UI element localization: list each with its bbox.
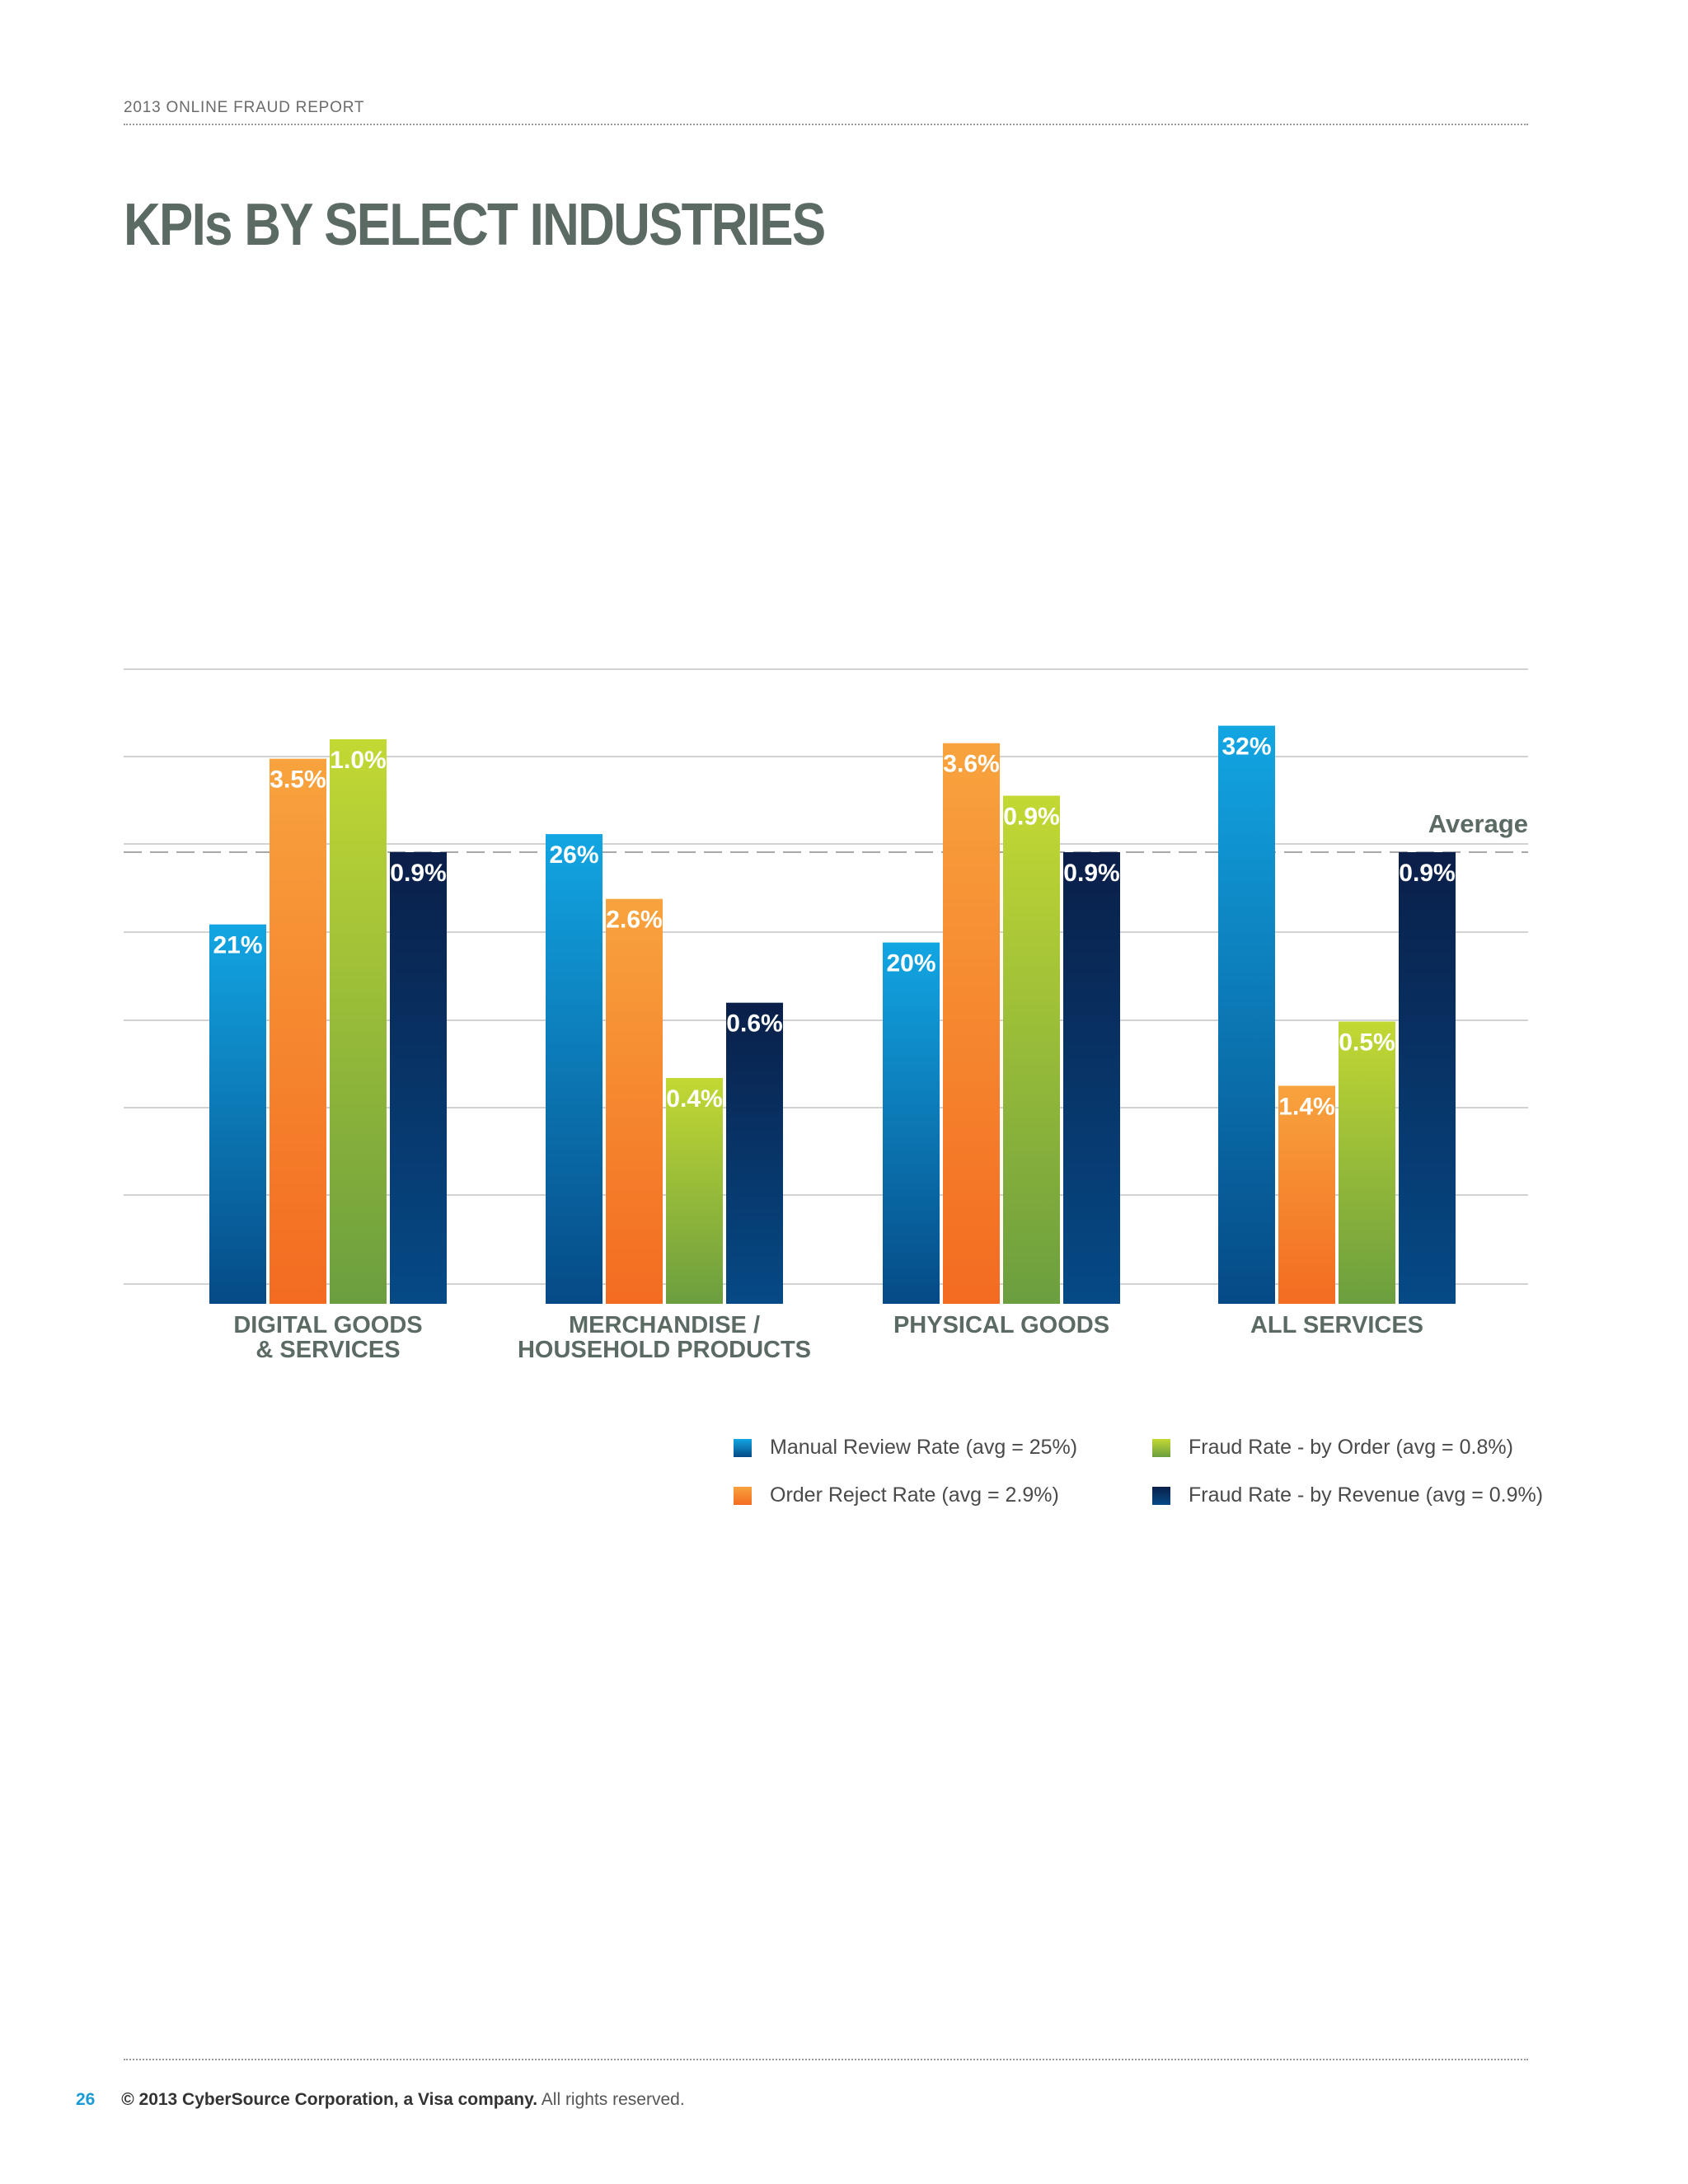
- legend-item-fraud-revenue: Fraud Rate - by Revenue (avg = 0.9%): [1152, 1483, 1543, 1507]
- bar: [546, 834, 603, 1304]
- copyright-rights: All rights reserved.: [541, 2090, 685, 2109]
- value-label: 21%: [213, 932, 262, 959]
- bar: [1003, 795, 1060, 1304]
- bar: [270, 758, 326, 1304]
- header-divider: [124, 124, 1528, 125]
- value-label: 0.9%: [1399, 860, 1455, 887]
- value-label: 3.6%: [943, 751, 999, 778]
- category-labels: DIGITAL GOODS& SERVICES MERCHANDISE /HOUS…: [233, 1312, 1423, 1363]
- value-label: 0.5%: [1339, 1029, 1395, 1057]
- value-label: 3.5%: [270, 766, 326, 794]
- bar: [209, 924, 266, 1304]
- category-label: MERCHANDISE /: [569, 1312, 760, 1338]
- value-label: 1.4%: [1278, 1093, 1334, 1120]
- copyright-company: © 2013 CyberSource Corporation, a Visa c…: [121, 2090, 538, 2109]
- bar: [666, 1078, 723, 1304]
- value-label: 0.6%: [726, 1010, 782, 1038]
- legend-swatch: [734, 1486, 752, 1505]
- category-label: & SERVICES: [256, 1337, 400, 1363]
- value-label: 20%: [886, 950, 935, 977]
- bar: [1339, 1021, 1395, 1304]
- value-labels: 21%3.5%1.0%0.9%26%2.6%0.4%0.6%20%3.6%0.9…: [213, 733, 1528, 1121]
- chart-legend: Manual Review Rate (avg = 25%) Order Rej…: [734, 1436, 1558, 1551]
- report-header: 2013 ONLINE FRAUD REPORT: [124, 99, 365, 116]
- average-label: Average: [1428, 809, 1528, 838]
- bar: [1218, 725, 1275, 1304]
- category-label: HOUSEHOLD PRODUCTS: [518, 1337, 811, 1363]
- value-label: 2.6%: [606, 907, 662, 934]
- page-number: 26: [76, 2090, 96, 2109]
- legend-label: Fraud Rate - by Order (avg = 0.8%): [1189, 1436, 1513, 1459]
- legend-label: Order Reject Rate (avg = 2.9%): [770, 1483, 1059, 1507]
- bar-group: [209, 725, 1456, 1304]
- legend-swatch: [1152, 1438, 1170, 1457]
- legend-item-fraud-order: Fraud Rate - by Order (avg = 0.8%): [1152, 1436, 1513, 1460]
- legend-swatch: [734, 1438, 752, 1457]
- bar: [1278, 1085, 1335, 1304]
- category-label: ALL SERVICES: [1250, 1312, 1423, 1338]
- page-title: KPIs BY SELECT INDUSTRIES: [124, 192, 826, 258]
- legend-swatch: [1152, 1486, 1170, 1505]
- footer-divider: [124, 2059, 1528, 2060]
- page-footer: 26 © 2013 CyberSource Corporation, a Vis…: [76, 2090, 685, 2110]
- bar: [330, 739, 387, 1304]
- value-label: 0.9%: [1063, 860, 1119, 887]
- legend-item-order-reject: Order Reject Rate (avg = 2.9%): [734, 1483, 1059, 1507]
- value-label: 0.9%: [1003, 804, 1059, 831]
- value-label: 26%: [549, 841, 598, 869]
- category-label: DIGITAL GOODS: [233, 1312, 422, 1338]
- bar: [606, 898, 663, 1304]
- kpi-bar-chart: 21%3.5%1.0%0.9%26%2.6%0.4%0.6%20%3.6%0.9…: [124, 668, 1528, 1363]
- category-label: PHYSICAL GOODS: [893, 1312, 1109, 1338]
- bar: [943, 743, 1000, 1304]
- legend-item-manual-review: Manual Review Rate (avg = 25%): [734, 1436, 1077, 1460]
- bar: [883, 942, 940, 1304]
- bar: [1399, 852, 1456, 1304]
- bar: [726, 1002, 783, 1304]
- legend-label: Manual Review Rate (avg = 25%): [770, 1436, 1078, 1459]
- bar: [390, 852, 447, 1304]
- value-label: 1.0%: [330, 747, 386, 774]
- value-label: 0.4%: [666, 1085, 722, 1113]
- value-label: 0.9%: [390, 860, 446, 887]
- legend-label: Fraud Rate - by Revenue (avg = 0.9%): [1189, 1483, 1544, 1507]
- bar: [1063, 852, 1120, 1304]
- value-label: 32%: [1221, 733, 1271, 761]
